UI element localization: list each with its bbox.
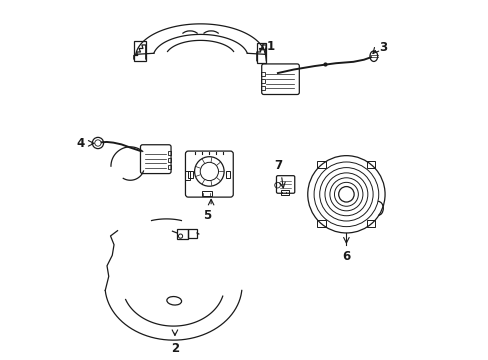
- Text: 4: 4: [76, 137, 84, 150]
- Bar: [366, 161, 375, 168]
- Text: 5: 5: [203, 209, 211, 222]
- Bar: [225, 171, 230, 179]
- Bar: [184, 171, 190, 180]
- Bar: [167, 158, 171, 162]
- Bar: [261, 86, 264, 90]
- Bar: [167, 165, 171, 169]
- Bar: [188, 171, 193, 179]
- Bar: [167, 151, 171, 155]
- Bar: [261, 72, 264, 76]
- Text: 6: 6: [342, 250, 350, 263]
- Text: 3: 3: [379, 41, 387, 54]
- Bar: [188, 229, 197, 238]
- Bar: [281, 190, 289, 195]
- Text: 2: 2: [170, 342, 179, 355]
- Text: 1: 1: [266, 40, 274, 53]
- Bar: [201, 191, 212, 196]
- Bar: [177, 229, 187, 239]
- Bar: [317, 220, 325, 228]
- Bar: [256, 43, 266, 63]
- Bar: [366, 220, 375, 228]
- Bar: [261, 79, 264, 83]
- Text: 7: 7: [274, 159, 282, 172]
- Bar: [317, 161, 325, 168]
- Bar: [134, 41, 145, 61]
